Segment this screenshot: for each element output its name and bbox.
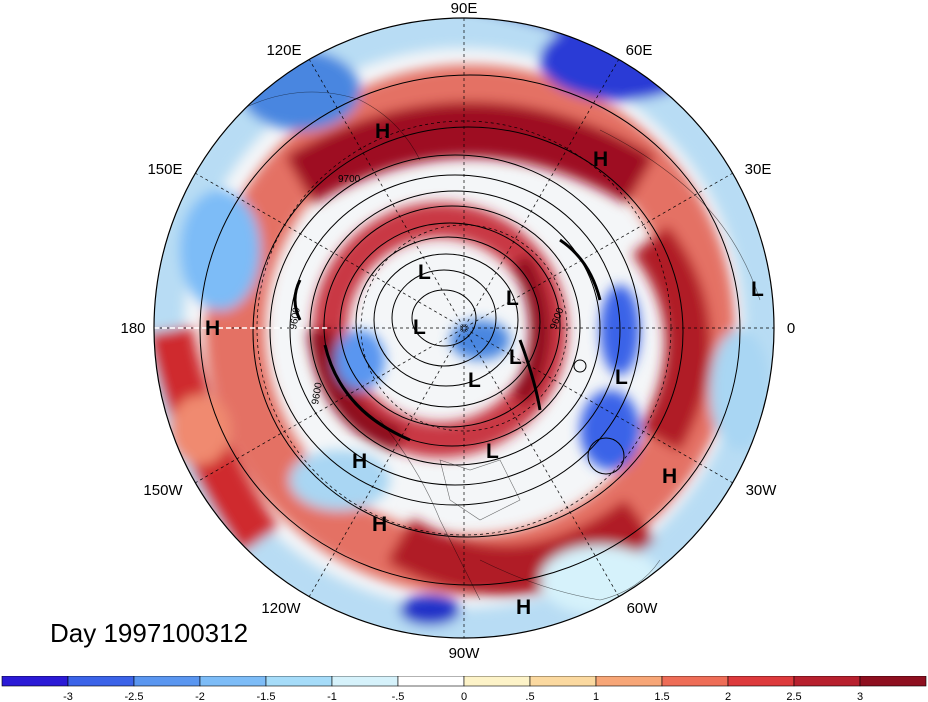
colorbar-tick-label: 1 bbox=[593, 691, 599, 702]
lon-label-90e: 90E bbox=[451, 0, 478, 17]
high-center: H bbox=[372, 513, 387, 536]
lon-label-30w: 30W bbox=[746, 482, 778, 499]
low-center: L bbox=[486, 440, 499, 463]
longitude-labels: 90E 60E 30E 0 30W 60W 90W 120W 150W 180 … bbox=[120, 0, 795, 662]
coastlines bbox=[239, 91, 761, 601]
lon-label-150e: 150E bbox=[147, 161, 182, 178]
low-center: L bbox=[751, 278, 764, 301]
lon-label-120e: 120E bbox=[266, 42, 301, 59]
contour-label: 9700 bbox=[338, 174, 361, 185]
high-center: H bbox=[516, 596, 531, 619]
colorbar-tick-label: 2 bbox=[725, 691, 731, 702]
colorbar-box bbox=[595, 676, 663, 687]
pressure-centers: H H H H H H H L L L L L L L L bbox=[205, 120, 764, 619]
colorbar-tick-label: 1.5 bbox=[654, 691, 669, 702]
colorbar-box bbox=[397, 676, 465, 687]
colorbar-tick-label: 3 bbox=[857, 691, 863, 702]
graticule bbox=[154, 18, 774, 638]
lon-label-30e: 30E bbox=[745, 161, 772, 178]
colorbar-tick-label: 0 bbox=[461, 691, 467, 702]
colorbar-box bbox=[463, 676, 531, 687]
anomaly-field: 9700 9600 9600 9600 H H H H H H H L L L … bbox=[154, 18, 774, 638]
colorbar-box bbox=[67, 676, 135, 687]
lon-label-180: 180 bbox=[120, 320, 145, 337]
date-title: Day 1997100312 bbox=[50, 618, 249, 648]
colorbar-tick-label: -.5 bbox=[392, 691, 405, 702]
colorbar-box bbox=[727, 676, 795, 687]
high-center: H bbox=[205, 317, 220, 340]
high-center: H bbox=[352, 450, 367, 473]
colorbar-boxes bbox=[1, 676, 927, 687]
lon-label-60w: 60W bbox=[627, 600, 659, 617]
colorbar-box bbox=[1, 676, 69, 687]
polar-map: 9700 9600 9600 9600 H H H H H H H L L L … bbox=[120, 0, 795, 662]
colorbar-tick-label: -3 bbox=[63, 691, 73, 702]
colorbar-tick-label: -1.5 bbox=[257, 691, 276, 702]
low-center: L bbox=[468, 369, 481, 392]
contour-label: 9600 bbox=[288, 306, 303, 330]
high-center: H bbox=[375, 120, 390, 143]
colorbar-tick-label: -2 bbox=[195, 691, 205, 702]
colorbar-box bbox=[793, 676, 861, 687]
colorbar-box bbox=[133, 676, 201, 687]
low-center: L bbox=[506, 287, 519, 310]
contour-label: 9600 bbox=[310, 381, 325, 405]
lon-label-90w: 90W bbox=[449, 645, 481, 662]
lon-label-60e: 60E bbox=[626, 42, 653, 59]
lon-label-120w: 120W bbox=[261, 600, 301, 617]
colorbar-tick-label: 2.5 bbox=[786, 691, 801, 702]
tight-gradient-contours bbox=[293, 238, 602, 442]
colorbar-ticks: -3 -2.5 -2 -1.5 -1 -.5 0 .5 1 1.5 2 2.5 3 bbox=[63, 691, 863, 702]
low-center: L bbox=[615, 366, 628, 389]
colorbar-box bbox=[331, 676, 399, 687]
low-center: L bbox=[509, 346, 522, 369]
colorbar: -3 -2.5 -2 -1.5 -1 -.5 0 .5 1 1.5 2 2.5 3 bbox=[1, 676, 927, 702]
lon-label-0: 0 bbox=[787, 320, 795, 337]
colorbar-box bbox=[859, 676, 927, 687]
low-center: L bbox=[413, 316, 426, 339]
high-center: H bbox=[662, 465, 677, 488]
colorbar-box bbox=[265, 676, 333, 687]
colorbar-box bbox=[199, 676, 267, 687]
colorbar-box bbox=[529, 676, 597, 687]
colorbar-tick-label: .5 bbox=[525, 691, 534, 702]
colorbar-box bbox=[661, 676, 729, 687]
map-boundary bbox=[153, 17, 775, 639]
colorbar-tick-label: -1 bbox=[327, 691, 337, 702]
colorbar-tick-label: -2.5 bbox=[125, 691, 144, 702]
low-center: L bbox=[418, 261, 431, 284]
lon-label-150w: 150W bbox=[143, 482, 183, 499]
high-center: H bbox=[593, 148, 608, 171]
